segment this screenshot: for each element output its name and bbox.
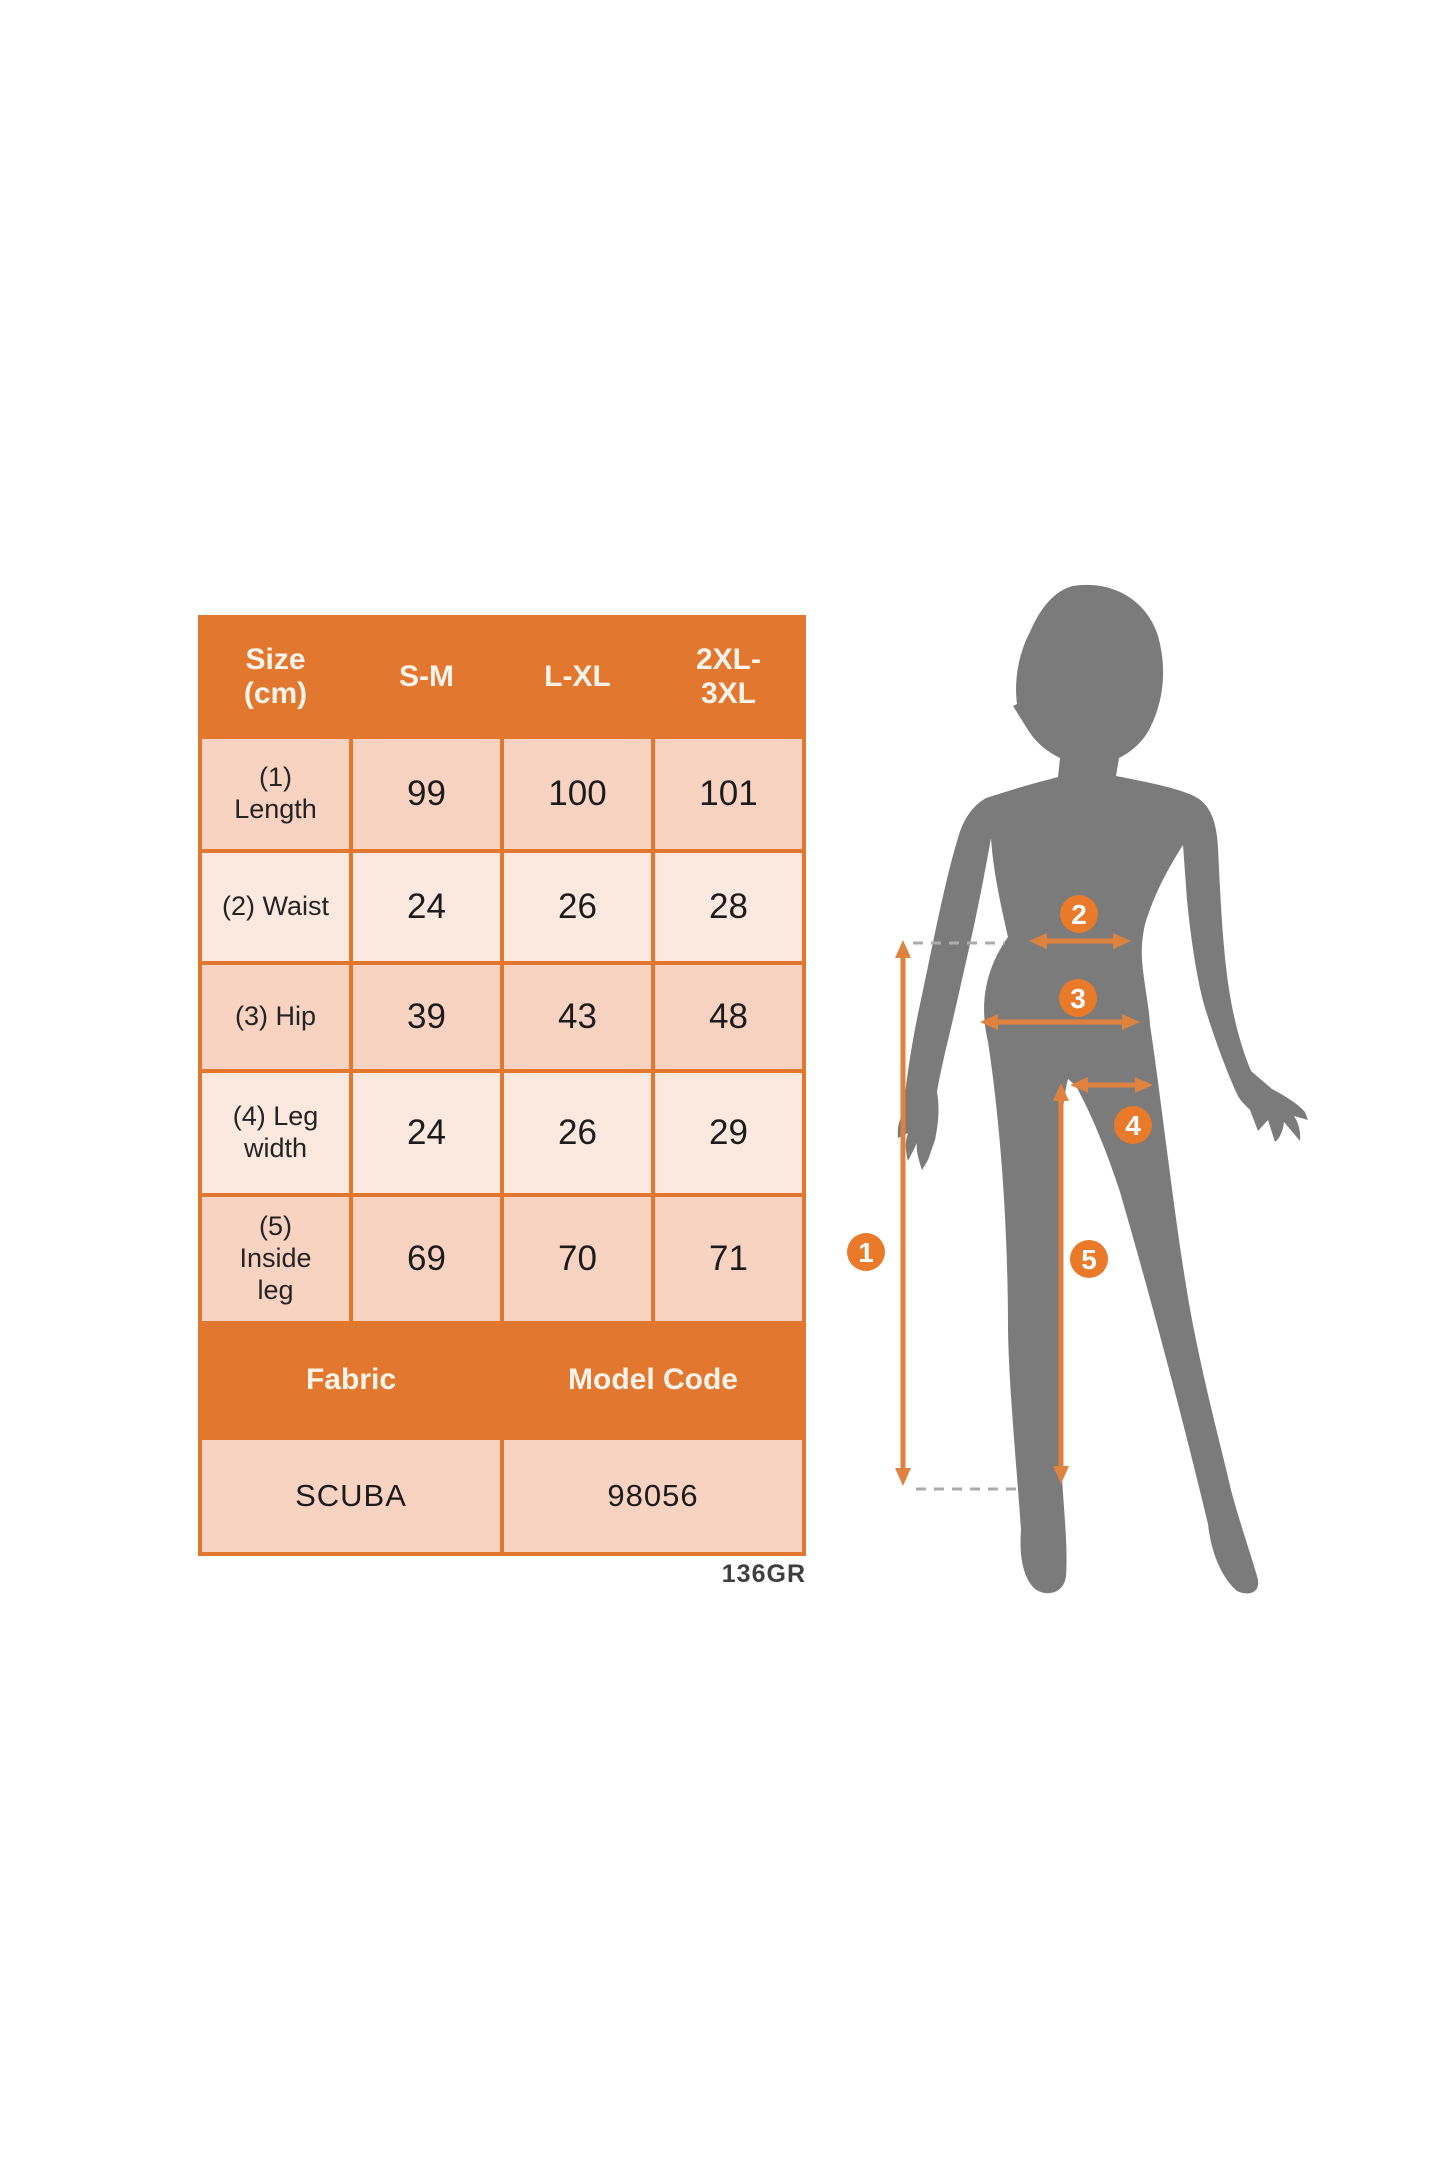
marker-3: 3 xyxy=(1059,979,1097,1017)
arrow-5-inside-leg xyxy=(1053,1083,1069,1484)
cell-value-1-0: 24 xyxy=(353,853,500,961)
svg-text:3: 3 xyxy=(1070,983,1086,1014)
cell-value-4-2: 71 xyxy=(655,1197,802,1321)
cell-value-2-2: 48 xyxy=(655,965,802,1069)
fabric-value: SCUBA xyxy=(202,1440,500,1552)
body-silhouette xyxy=(897,584,1308,1594)
cell-value-1-2: 28 xyxy=(655,853,802,961)
column-header-0: Size (cm) xyxy=(243,642,308,711)
column-header-1: S-M xyxy=(399,659,454,693)
cell-value-2-0: 39 xyxy=(353,965,500,1069)
body-measurement-diagram: 1 2 3 4 5 xyxy=(847,584,1308,1594)
arrow-1-length xyxy=(895,940,911,1486)
row-label-2: (3) Hip xyxy=(202,965,349,1069)
row-label-3: (4) Leg width xyxy=(202,1073,349,1193)
marker-5: 5 xyxy=(1070,1240,1108,1278)
cell-value-0-0: 99 xyxy=(353,739,500,849)
row-label-0: (1) Length xyxy=(202,739,349,849)
fabric-header: Fabric xyxy=(305,1363,397,1397)
model-note: 136GR xyxy=(721,1560,806,1588)
model-code-header: Model Code xyxy=(568,1363,738,1397)
marker-1: 1 xyxy=(847,1233,885,1271)
column-header-2: L-XL xyxy=(544,659,611,693)
arrow-3-hip xyxy=(980,1014,1140,1030)
cell-value-0-1: 100 xyxy=(504,739,651,849)
column-header-3: 2XL- 3XL xyxy=(695,642,761,711)
svg-text:5: 5 xyxy=(1081,1244,1097,1275)
cell-value-3-0: 24 xyxy=(353,1073,500,1193)
cell-value-4-1: 70 xyxy=(504,1197,651,1321)
row-label-1: (2) Waist xyxy=(202,853,349,961)
cell-value-1-1: 26 xyxy=(504,853,651,961)
arrow-4-leg-width xyxy=(1070,1077,1153,1093)
svg-text:2: 2 xyxy=(1071,899,1087,930)
svg-text:1: 1 xyxy=(858,1237,874,1268)
measurement-figure: 1 2 3 4 5 xyxy=(840,560,1340,1620)
marker-4: 4 xyxy=(1114,1106,1152,1144)
marker-2: 2 xyxy=(1060,895,1098,933)
arrow-2-waist xyxy=(1029,933,1131,949)
row-label-4: (5) Inside leg xyxy=(202,1197,349,1321)
cell-value-4-0: 69 xyxy=(353,1197,500,1321)
model-code-value: 98056 xyxy=(504,1440,802,1552)
size-table: Size (cm) S-M L-XL 2XL- 3XL (1) Length 99 100 1… xyxy=(198,615,806,1556)
cell-value-2-1: 43 xyxy=(504,965,651,1069)
cell-value-3-1: 26 xyxy=(504,1073,651,1193)
svg-text:4: 4 xyxy=(1125,1110,1141,1141)
cell-value-3-2: 29 xyxy=(655,1073,802,1193)
cell-value-0-2: 101 xyxy=(655,739,802,849)
